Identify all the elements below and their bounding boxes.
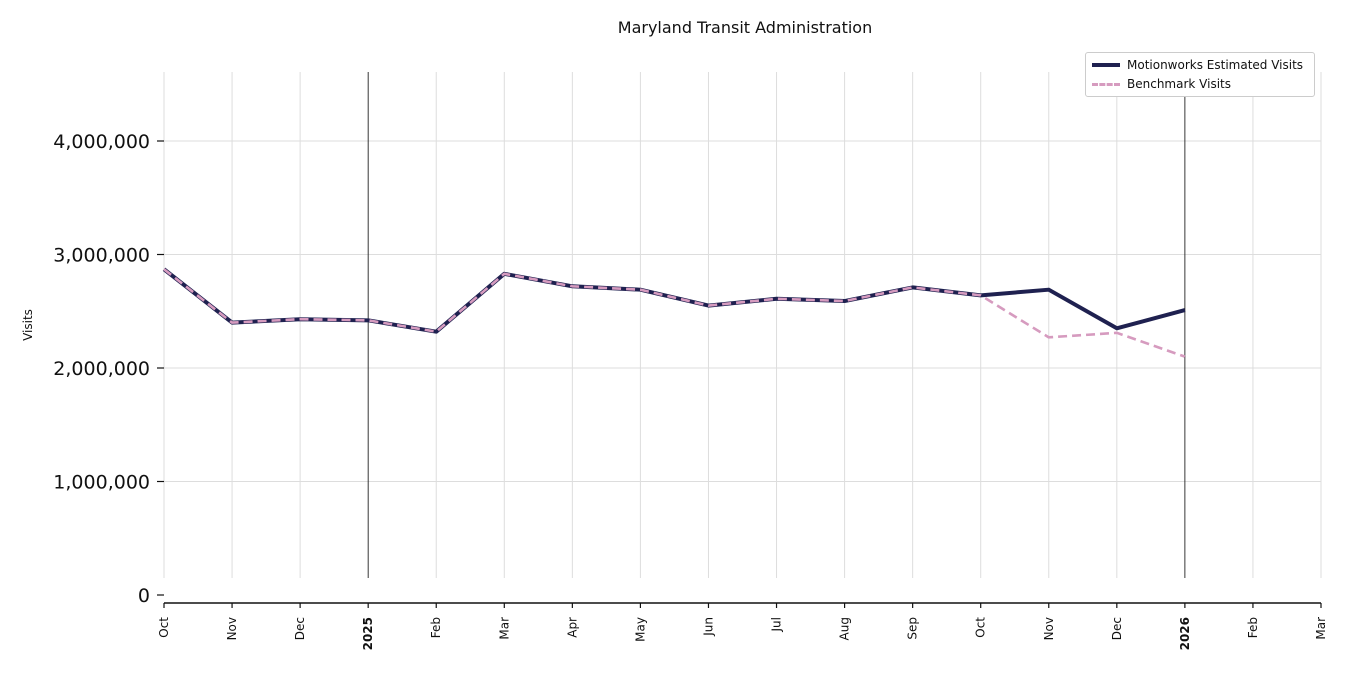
legend-label: Benchmark Visits [1127,77,1231,91]
x-tick-label: Dec [293,617,307,640]
x-tick-label: Feb [429,617,443,638]
series-line-motionworks [162,267,1186,334]
x-tick-label: Apr [565,617,579,638]
x-tick-label: Nov [225,617,239,640]
x-tick-label: Nov [1042,617,1056,640]
series-line-benchmark [163,268,1186,358]
y-axis-label: Visits [21,309,35,341]
x-tick-label: Oct [974,617,988,638]
x-tick-label: Jun [701,617,715,637]
legend: Motionworks Estimated Visits Benchmark V… [1085,52,1315,97]
y-tick-label: 0 [138,585,150,607]
series-layer [162,267,1186,358]
x-tick-label: Sep [906,617,920,640]
y-tick-label: 1,000,000 [53,472,150,494]
x-tick-label: Jul [770,617,784,632]
x-tick-label: 2025 [361,617,375,650]
legend-swatch-solid [1092,63,1120,67]
legend-item-motionworks: Motionworks Estimated Visits [1092,56,1303,74]
x-tick-label: Feb [1246,617,1260,638]
x-tick-label: Aug [838,617,852,640]
x-tick-label: Dec [1110,617,1124,640]
y-tick-label: 4,000,000 [53,131,150,153]
legend-swatch-dashed [1092,82,1120,86]
x-tick-label: Oct [157,617,171,638]
legend-item-benchmark: Benchmark Visits [1092,75,1231,93]
year-lines [367,72,1186,578]
legend-label: Motionworks Estimated Visits [1127,58,1304,72]
chart-title: Maryland Transit Administration [617,18,873,37]
x-tick-label: May [633,617,647,642]
y-tick-label: 3,000,000 [53,245,150,267]
grid-layer [163,72,1322,578]
x-tick-label: 2026 [1178,617,1192,650]
x-tick-label: Mar [497,617,511,640]
axis-layer: 0 1,000,000 2,000,000 3,000,000 4,000,000 Oct… [53,131,1328,650]
x-tick-label: Mar [1314,617,1328,640]
y-tick-label: 2,000,000 [53,358,150,380]
